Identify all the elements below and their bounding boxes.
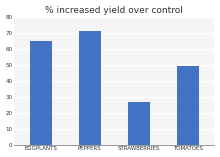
Bar	[176, 66, 199, 145]
Title: % increased yield over control: % increased yield over control	[45, 5, 183, 15]
Bar	[30, 41, 52, 145]
Bar	[128, 102, 150, 145]
Bar	[79, 31, 101, 145]
